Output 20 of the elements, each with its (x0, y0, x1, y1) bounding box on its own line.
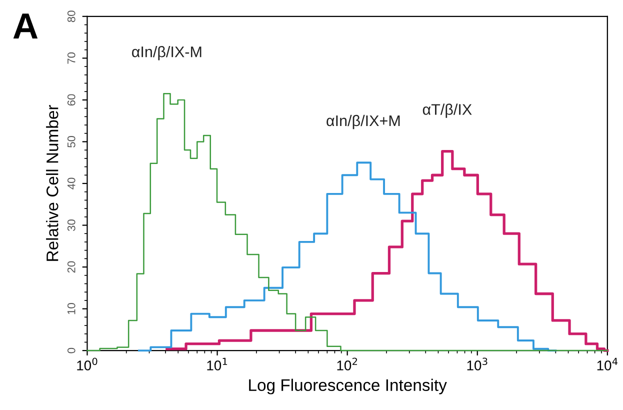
y-tick-label: 0 (67, 348, 76, 354)
x-tick-label: 10$^{0}$ (77, 358, 98, 370)
text: αIn/β/IX+M (326, 114, 400, 130)
y-tick-label: 30 (67, 220, 76, 231)
y-tick-label: 80 (67, 10, 76, 22)
chart-title: A (13, 14, 38, 38)
y-tick-label: 50 (67, 136, 76, 148)
x-tick-label: 10$^{1}$ (207, 358, 228, 370)
x-tick-label: 10$^{4}$ (597, 358, 618, 370)
y-tick-label: 20 (67, 261, 76, 273)
y-tick-label: 10 (67, 303, 76, 314)
text: αIn/β/IX-M (132, 46, 202, 60)
y-tick-label: 40 (67, 178, 76, 190)
x-tick-label: 10$^{3}$ (467, 358, 488, 370)
y-tick-label: 60 (67, 94, 76, 106)
y-tick-label: 70 (67, 52, 76, 64)
x-tick-label: 10$^{2}$ (337, 358, 358, 370)
y-axis-title: Relative Cell Number (46, 105, 58, 261)
x-axis-title: Log Fluorescence Intensity (249, 378, 447, 394)
text: αT/β/IX (422, 104, 472, 118)
